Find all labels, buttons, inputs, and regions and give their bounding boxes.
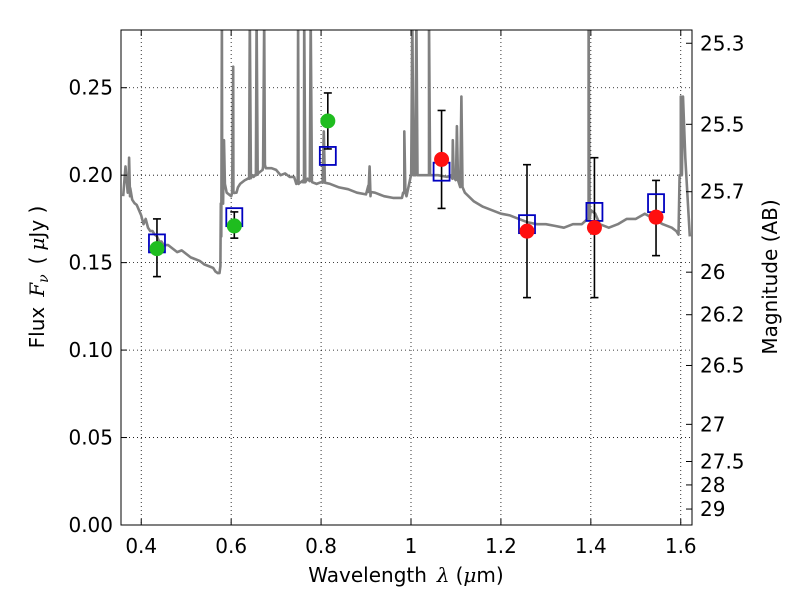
y2-tick-label: 27: [700, 412, 725, 436]
x-tick-label: 0.8: [305, 534, 337, 558]
y2-tick-label: 25.3: [700, 31, 745, 55]
x-tick-label: 0.6: [215, 534, 247, 558]
y-tick-label: 0.10: [68, 338, 113, 362]
x-tick-label: 1.6: [665, 534, 697, 558]
red-data-point: [648, 209, 664, 225]
grid-layer: [121, 30, 692, 526]
y-axis-label-unit-symbol: μ: [25, 238, 49, 251]
y2-axis-label: Magnitude (AB): [758, 199, 782, 354]
y-axis-label-symbol-sub: ν: [36, 274, 52, 283]
y-tick-label: 0.20: [68, 163, 113, 187]
plot-frame: [120, 29, 693, 526]
y2-tick-label: 26: [700, 260, 725, 284]
x-axis-label-unit-open: (: [456, 563, 464, 587]
x-tick-label: 0.4: [125, 534, 157, 558]
model-square-marker: [318, 146, 337, 166]
x-axis-label-text: Wavelength: [308, 563, 427, 587]
tick-layer: [121, 30, 692, 526]
tick-label-layer: 0.4 0.6 0.8 1 1.2 1.4 1.6 0.00 0.05 0.10 0.15 0.20 0…: [68, 31, 744, 558]
y-axis-label-text: Flux: [25, 307, 49, 349]
green-data-point: [320, 113, 336, 129]
y-tick-label: 0.15: [68, 251, 113, 275]
green-data-point: [226, 218, 242, 234]
sed-layer: [121, 30, 692, 275]
y-axis-label-unit-rest: Jy ): [25, 206, 49, 240]
red-data-point: [586, 220, 602, 236]
y-axis-label-unit-open: (: [25, 257, 49, 265]
y2-tick-label: 29: [700, 497, 725, 521]
y2-tick-label: 26.2: [700, 303, 745, 327]
y2-tick-label: 27.5: [700, 449, 745, 473]
x-axis-label: Wavelength λ (μm): [308, 563, 503, 587]
red-data-point: [519, 223, 535, 239]
marker-layer: [148, 113, 665, 257]
red-data-point: [434, 151, 450, 167]
y-tick-label: 0.25: [68, 76, 113, 100]
x-axis-label-unit-symbol: μ: [463, 563, 476, 587]
x-tick-label: 1.4: [575, 534, 607, 558]
y2-tick-label: 26.5: [700, 353, 745, 377]
sed-model-line: [121, 30, 692, 275]
y2-tick-label: 28: [700, 473, 725, 497]
x-tick-label: 1.2: [485, 534, 517, 558]
x-axis-label-unit-rest: m): [476, 563, 503, 587]
y-tick-label: 0.05: [68, 426, 113, 450]
y2-tick-label: 25.5: [700, 112, 745, 136]
green-data-point: [149, 241, 165, 257]
y2-tick-label: 25.7: [700, 180, 745, 204]
x-tick-label: 1: [405, 534, 418, 558]
y-axis-label-symbol: F: [25, 282, 49, 298]
y-tick-label: 0.00: [68, 513, 113, 537]
x-axis-label-symbol: λ: [436, 563, 450, 587]
y-axis-label: Flux Fν ( μJy ): [25, 206, 52, 349]
